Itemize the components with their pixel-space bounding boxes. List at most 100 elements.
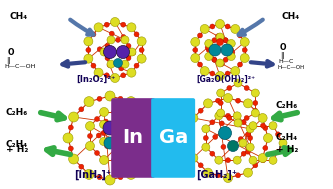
Circle shape — [263, 125, 268, 130]
Circle shape — [263, 146, 268, 150]
Text: H—C—OH: H—C—OH — [278, 65, 305, 70]
Text: Ga: Ga — [159, 129, 188, 147]
Circle shape — [121, 73, 126, 78]
Circle shape — [193, 47, 198, 53]
Circle shape — [203, 168, 212, 177]
Circle shape — [216, 59, 224, 67]
Circle shape — [216, 33, 224, 41]
Text: CH₄: CH₄ — [282, 12, 300, 21]
Circle shape — [128, 48, 136, 56]
Circle shape — [238, 137, 243, 142]
Text: ‖: ‖ — [280, 52, 283, 59]
Circle shape — [116, 140, 121, 145]
Circle shape — [200, 24, 209, 33]
Circle shape — [258, 153, 267, 163]
Circle shape — [68, 146, 73, 151]
Circle shape — [245, 149, 250, 154]
Circle shape — [112, 109, 117, 115]
Text: H—C: H—C — [278, 59, 293, 64]
Circle shape — [121, 60, 129, 68]
Circle shape — [126, 56, 131, 60]
Circle shape — [97, 47, 102, 52]
Circle shape — [216, 39, 223, 46]
Text: C₂H₆: C₂H₆ — [276, 101, 298, 110]
Circle shape — [147, 125, 152, 130]
Circle shape — [127, 68, 136, 77]
Circle shape — [142, 112, 152, 122]
Circle shape — [68, 125, 73, 130]
Circle shape — [215, 173, 220, 178]
Circle shape — [223, 38, 228, 43]
Circle shape — [223, 174, 232, 183]
Circle shape — [230, 50, 235, 55]
Circle shape — [100, 108, 109, 116]
Circle shape — [210, 24, 215, 29]
Circle shape — [101, 130, 106, 136]
Circle shape — [231, 67, 240, 76]
Circle shape — [198, 163, 203, 168]
Circle shape — [191, 53, 200, 63]
Circle shape — [79, 164, 84, 169]
Circle shape — [205, 53, 213, 60]
Circle shape — [121, 35, 126, 40]
Circle shape — [139, 47, 144, 53]
Text: C₂H₄: C₂H₄ — [276, 133, 298, 142]
Circle shape — [197, 33, 202, 38]
Circle shape — [86, 141, 95, 150]
Text: CH₄: CH₄ — [10, 12, 28, 21]
Text: C₂H₄: C₂H₄ — [6, 140, 28, 149]
Text: In: In — [123, 129, 144, 147]
Circle shape — [225, 24, 230, 29]
Circle shape — [243, 99, 252, 108]
Circle shape — [218, 101, 223, 105]
Circle shape — [217, 89, 225, 97]
Circle shape — [210, 151, 215, 156]
Circle shape — [246, 143, 254, 151]
Circle shape — [129, 116, 134, 122]
Circle shape — [212, 57, 217, 62]
Circle shape — [86, 122, 95, 131]
Circle shape — [203, 136, 208, 140]
Circle shape — [191, 37, 200, 46]
Circle shape — [105, 143, 110, 149]
Circle shape — [134, 122, 143, 131]
Circle shape — [84, 97, 94, 107]
Circle shape — [111, 74, 120, 83]
Circle shape — [91, 63, 96, 68]
Circle shape — [69, 112, 79, 122]
Circle shape — [94, 23, 103, 32]
Circle shape — [126, 169, 136, 179]
Circle shape — [129, 150, 134, 156]
Circle shape — [95, 150, 100, 156]
Circle shape — [121, 22, 126, 27]
Circle shape — [240, 53, 249, 63]
FancyBboxPatch shape — [151, 98, 195, 178]
Circle shape — [118, 96, 123, 101]
Circle shape — [116, 37, 121, 42]
Circle shape — [116, 62, 121, 67]
Circle shape — [126, 43, 131, 48]
Circle shape — [253, 101, 258, 105]
Circle shape — [91, 32, 96, 37]
Text: C₂H₆: C₂H₆ — [6, 108, 28, 117]
Circle shape — [205, 45, 210, 50]
Circle shape — [110, 139, 115, 144]
Circle shape — [275, 149, 280, 154]
Circle shape — [227, 53, 235, 60]
Circle shape — [243, 168, 252, 177]
Circle shape — [147, 146, 152, 151]
Circle shape — [84, 37, 93, 46]
Circle shape — [246, 125, 254, 133]
Circle shape — [235, 98, 240, 103]
Circle shape — [236, 120, 241, 125]
Text: O: O — [280, 43, 286, 52]
Circle shape — [104, 22, 109, 27]
Circle shape — [251, 109, 259, 117]
Circle shape — [239, 139, 247, 147]
Circle shape — [117, 137, 125, 146]
Circle shape — [96, 133, 101, 138]
Circle shape — [233, 156, 241, 164]
Text: [Ga₂O(OH)₂]²⁺: [Ga₂O(OH)₂]²⁺ — [196, 75, 255, 84]
Circle shape — [63, 133, 73, 143]
Circle shape — [225, 113, 230, 118]
